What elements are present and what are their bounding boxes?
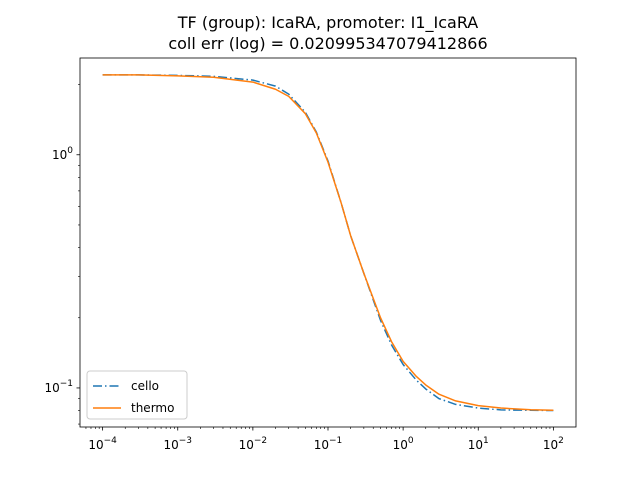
x-tick-label-base: 10 [88,438,103,452]
legend: cello thermo [86,370,188,420]
plot-area [80,58,576,427]
x-tick-label-base: 10 [163,438,178,452]
y-tick-label-exponent: −1 [60,379,73,389]
x-tick-label: 102 [543,436,564,452]
y-tick-label-base: 10 [52,148,67,162]
plot-background [80,58,576,427]
x-tick-label: 10−1 [314,436,343,452]
x-tick-label-exponent: −3 [179,436,192,446]
x-tick-label: 10−2 [239,436,268,452]
x-tick-label-exponent: −4 [104,436,118,446]
x-tick-label-base: 10 [543,438,558,452]
series-layer [102,74,554,412]
x-tick-label-base: 10 [314,438,329,452]
x-tick-label-exponent: 2 [558,436,564,446]
x-tick-label-exponent: −1 [329,436,342,446]
x-tick-label-base: 10 [239,438,254,452]
x-tick-label-base: 10 [468,438,483,452]
x-tick-label-exponent: 0 [408,436,414,446]
y-tick-label-base: 10 [44,381,59,395]
x-tick-label: 100 [393,436,414,452]
legend-label-thermo: thermo [131,401,174,415]
legend-box [86,370,188,420]
y-tick-label: 100 [52,146,73,162]
series-line-thermo [102,74,554,412]
x-axis: 10−4 10−3 10−2 10−1 100 101 102 [85,427,564,452]
x-tick-label-exponent: −2 [254,436,267,446]
x-tick-label-exponent: 1 [483,436,489,446]
y-tick-label: 10−1 [44,379,73,395]
chart-title-line2: coll err (log) = 0.020995347079412866 [168,34,487,53]
legend-label-cello: cello [131,379,159,393]
y-tick-label-exponent: 0 [67,146,73,156]
x-tick-label: 10−3 [163,436,192,452]
x-tick-label: 10−4 [88,436,117,452]
x-tick-label: 101 [468,436,489,452]
x-tick-label-base: 10 [393,438,408,452]
chart-title-line1: TF (group): IcaRA, promoter: I1_IcaRA [177,13,479,33]
